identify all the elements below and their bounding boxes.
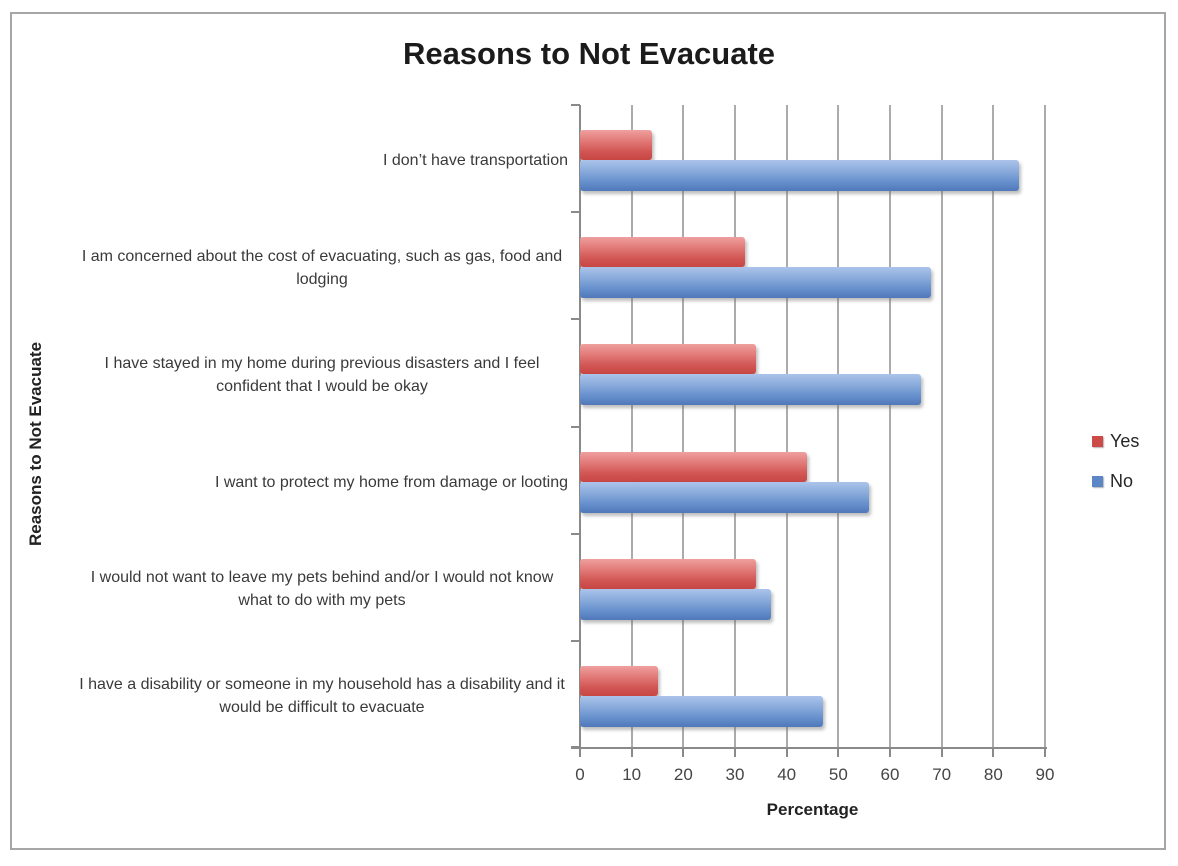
category-label-row: I have stayed in my home during previous… [62, 321, 568, 428]
bar-no [580, 160, 1020, 191]
y-axis-tick [571, 318, 580, 321]
category-label: I am concerned about the cost of evacuat… [81, 247, 563, 288]
legend-item-yes: Yes [1092, 431, 1139, 451]
gridline [889, 105, 891, 748]
gridline [1044, 105, 1046, 748]
y-axis-tick [571, 639, 580, 642]
x-axis-tick [889, 749, 891, 757]
legend-no-label: No [1110, 470, 1134, 491]
x-tick-label: 0 [575, 765, 585, 784]
bar-no [580, 267, 932, 299]
gridline [630, 105, 633, 748]
category-label: I have a disability or someone in my hou… [79, 676, 565, 717]
x-axis-tick [1044, 749, 1046, 757]
legend-yes-label: Yes [1110, 430, 1140, 451]
y-axis-tick [571, 746, 580, 748]
x-axis-tick [940, 749, 943, 757]
x-axis-tick [682, 749, 685, 757]
y-axis-tick [571, 425, 580, 428]
bar-no [580, 374, 921, 406]
x-tick-label: 50 [828, 765, 848, 784]
y-axis-line [579, 105, 581, 748]
category-label: I want to protect my home from damage or… [214, 473, 568, 491]
x-tick-label: 40 [777, 765, 797, 784]
category-label: I don’t have transportation [382, 152, 568, 170]
x-axis-tick [992, 749, 995, 757]
y-axis-title: Reasons to Not Evacuate [26, 341, 45, 547]
category-label-row: I would not want to leave my pets behind… [62, 536, 568, 643]
category-label: I would not want to leave my pets behind… [90, 569, 554, 610]
x-axis-tick [734, 749, 736, 757]
legend-no-swatch-icon [1092, 475, 1103, 487]
chart-border-frame [10, 12, 1166, 850]
bar-no [580, 588, 772, 620]
category-label-row: I am concerned about the cost of evacuat… [62, 214, 568, 321]
category-label-row: I don’t have transportation [62, 107, 568, 214]
category-label-row: I have a disability or someone in my hou… [62, 643, 568, 750]
gridline [940, 105, 943, 748]
category-label: I have stayed in my home during previous… [104, 354, 540, 395]
x-tick-label: 20 [673, 765, 693, 784]
gridline [992, 105, 995, 748]
legend-yes-swatch-icon [1092, 435, 1103, 447]
bar-no [580, 481, 870, 513]
bar-yes [580, 130, 653, 160]
gridline [682, 105, 685, 748]
bar-yes [580, 451, 808, 482]
x-tick-label: 70 [932, 765, 952, 784]
chart-title: Reasons to Not Evacuate [402, 36, 776, 71]
gridline [837, 105, 840, 748]
x-axis-line [571, 747, 1047, 749]
legend: Yes No [1092, 431, 1139, 511]
y-axis-tick [571, 211, 580, 214]
x-axis-tick [837, 749, 840, 757]
plot-area [571, 104, 1047, 757]
y-axis-tick [571, 104, 580, 106]
x-axis-tick [785, 749, 788, 757]
category-label-row: I want to protect my home from damage or… [62, 429, 568, 536]
y-axis-tick [571, 532, 580, 535]
x-tick-label: 60 [880, 765, 900, 784]
bar-no [580, 695, 823, 727]
x-axis-title: Percentage [766, 800, 859, 819]
x-tick-label: 80 [983, 765, 1003, 784]
bar-yes [580, 558, 756, 589]
gridline [734, 105, 736, 748]
bar-yes [580, 665, 658, 696]
x-axis-tick [630, 749, 633, 757]
x-tick-label: 90 [1035, 765, 1055, 784]
legend-item-no: No [1092, 471, 1139, 491]
bar-yes [580, 237, 746, 268]
gridline [785, 105, 788, 748]
x-tick-label: 30 [725, 765, 745, 784]
x-axis-tick [579, 749, 581, 757]
x-tick-label: 10 [622, 765, 642, 784]
bar-yes [580, 344, 756, 375]
